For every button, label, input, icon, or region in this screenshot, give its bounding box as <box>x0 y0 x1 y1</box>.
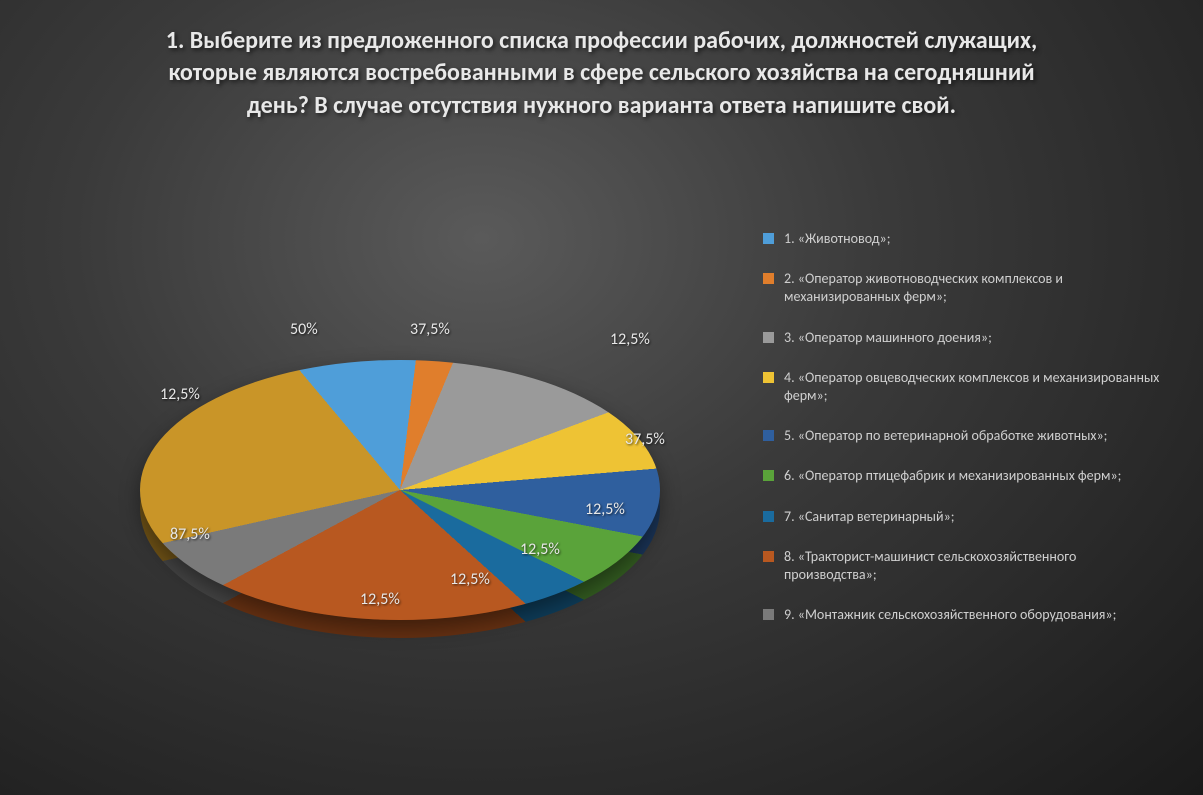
legend-swatch <box>763 551 774 562</box>
legend-item: 7. «Санитар ветеринарный»; <box>763 508 1163 526</box>
legend-swatch <box>763 430 774 441</box>
slice-label: 12,5% <box>360 590 400 609</box>
legend-label: 7. «Санитар ветеринарный»; <box>784 508 1163 526</box>
slice-label: 50% <box>290 320 318 339</box>
legend-label: 6. «Оператор птицефабрик и механизирован… <box>784 467 1163 485</box>
slice-label: 37,5% <box>410 320 450 339</box>
chart-title: 1. Выберите из предложенного списка проф… <box>152 25 1052 122</box>
slice-label: 87,5% <box>170 525 210 544</box>
slice-label: 12,5% <box>585 500 625 519</box>
legend-swatch <box>763 511 774 522</box>
legend-swatch <box>763 372 774 383</box>
pie-chart <box>140 360 660 620</box>
legend-swatch <box>763 233 774 244</box>
slice-label: 12,5% <box>520 540 560 559</box>
legend-item: 2. «Оператор животноводческих комплексов… <box>763 270 1163 306</box>
legend-swatch <box>763 470 774 481</box>
legend-item: 6. «Оператор птицефабрик и механизирован… <box>763 467 1163 485</box>
pie-chart-area: 37,5% 12,5% 37,5% 12,5% 12,5% 12,5% 12,5% 87,5%… <box>80 280 720 720</box>
legend-item: 4. «Оператор овцеводческих комплексов и … <box>763 369 1163 405</box>
legend-label: 1. «Животновод»; <box>784 230 1163 248</box>
legend-item: 5. «Оператор по ветеринарной обработке ж… <box>763 427 1163 445</box>
legend-label: 5. «Оператор по ветеринарной обработке ж… <box>784 427 1163 445</box>
legend-label: 3. «Оператор машинного доения»; <box>784 329 1163 347</box>
legend-label: 8. «Тракторист-машинист сельскохозяйстве… <box>784 548 1163 584</box>
slice-label: 12,5% <box>160 385 200 404</box>
slice-label: 37,5% <box>625 430 665 449</box>
slice-label: 12,5% <box>610 330 650 349</box>
legend-label: 4. «Оператор овцеводческих комплексов и … <box>784 369 1163 405</box>
legend-item: 9. «Монтажник сельскохозяйственного обор… <box>763 606 1163 624</box>
legend-label: 9. «Монтажник сельскохозяйственного обор… <box>784 606 1163 624</box>
legend-item: 3. «Оператор машинного доения»; <box>763 329 1163 347</box>
legend-swatch <box>763 273 774 284</box>
legend-label: 2. «Оператор животноводческих комплексов… <box>784 270 1163 306</box>
legend-item: 1. «Животновод»; <box>763 230 1163 248</box>
chart-legend: 1. «Животновод»; 2. «Оператор животноводч… <box>763 230 1163 646</box>
legend-item: 8. «Тракторист-машинист сельскохозяйстве… <box>763 548 1163 584</box>
legend-swatch <box>763 332 774 343</box>
legend-swatch <box>763 609 774 620</box>
slice-label: 12,5% <box>450 570 490 589</box>
